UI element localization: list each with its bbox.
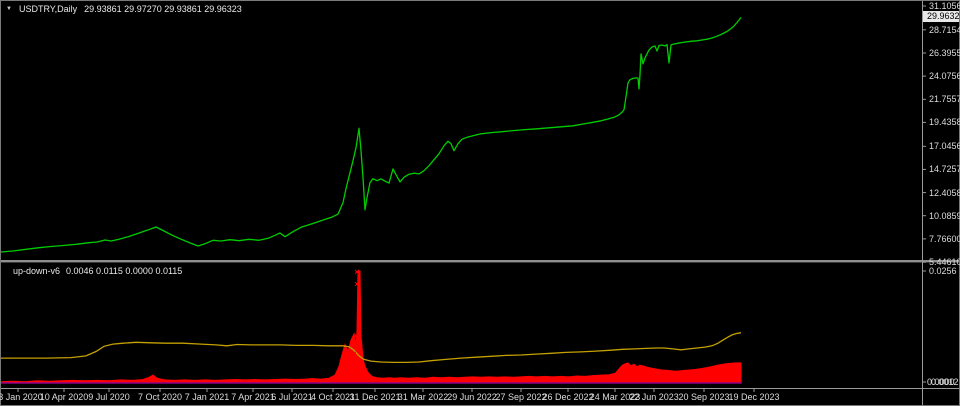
indicator-header: up-down-v6 0.0046 0.0115 0.0000 0.0115 xyxy=(13,266,182,276)
date-label: 4 Oct 2021 xyxy=(310,392,356,402)
indicator-histogram xyxy=(0,270,742,384)
date-label: 20 Sep 2023 xyxy=(678,392,730,402)
signal-line xyxy=(1,332,742,364)
price-scale-label: 21.75570 xyxy=(929,94,960,105)
main-chart-area[interactable] xyxy=(1,1,922,260)
price-axis[interactable]: 29.96323 31.10560 28.71540 26.39550 24.0756… xyxy=(922,0,960,406)
date-label: 9 Jul 2020 xyxy=(88,392,130,402)
price-scale-label: 24.07560 xyxy=(929,71,960,82)
ohlc-values: 29.93861 29.97270 29.93861 29.96323 xyxy=(84,4,242,14)
sell-marker-icon: × xyxy=(354,279,359,289)
date-label: 10 Apr 2020 xyxy=(39,392,89,402)
current-price-box: 29.96323 xyxy=(923,11,960,23)
date-label: 22 Jun 2023 xyxy=(629,392,679,402)
price-scale-label: 19.43580 xyxy=(929,117,960,128)
sell-marker-icon: × xyxy=(351,349,356,359)
indicator-values: 0.0046 0.0115 0.0000 0.0115 xyxy=(66,266,183,276)
price-line xyxy=(0,17,742,253)
price-scale-label: 14.72570 xyxy=(929,164,960,175)
price-scale-label: 17.04560 xyxy=(929,141,960,152)
price-scale-label: 26.39550 xyxy=(929,47,960,58)
indicator-scale-label: 0.0000 xyxy=(927,377,955,387)
pane-splitter-shadow xyxy=(0,262,960,263)
date-label: 19 Dec 2023 xyxy=(728,392,780,402)
price-scale-label: 7.76600 xyxy=(929,233,960,244)
pane-splitter[interactable] xyxy=(0,260,960,262)
date-label: 31 Mar 2022 xyxy=(397,392,449,402)
date-label: 13 Jan 2020 xyxy=(0,392,43,402)
indicator-chart-area[interactable] xyxy=(1,263,922,388)
price-scale-label: 28.71540 xyxy=(929,24,960,35)
chart-header: ▼ USDTRY,Daily 29.93861 29.97270 29.9386… xyxy=(6,4,242,14)
price-scale-label: 12.40580 xyxy=(929,187,960,198)
sell-marker-icon: × xyxy=(353,331,358,341)
date-label: 7 Oct 2020 xyxy=(137,392,183,402)
date-label: 7 Apr 2021 xyxy=(231,392,275,402)
price-scale-label: 5.44610 xyxy=(929,257,960,267)
indicator-scale-label: 0.0012 xyxy=(931,377,959,387)
date-label: 24 Mar 2023 xyxy=(589,392,641,402)
sell-marker-icon: × xyxy=(354,267,359,277)
price-scale-label: 10.08590 xyxy=(929,210,960,221)
symbol-dropdown-icon[interactable]: ▼ xyxy=(6,5,12,12)
price-scale-label: 31.10560 xyxy=(929,1,960,11)
date-label: 6 Jul 2021 xyxy=(271,392,313,402)
date-label: 26 Dec 2022 xyxy=(542,392,594,402)
date-label: 29 Jun 2022 xyxy=(447,392,497,402)
date-label: 7 Jan 2021 xyxy=(184,392,230,402)
date-label: 31 Dec 2021 xyxy=(349,392,401,402)
indicator-name: up-down-v6 xyxy=(13,266,61,276)
date-label: 27 Sep 2022 xyxy=(495,392,547,402)
indicator-scale-label: 0.0256 xyxy=(929,266,957,276)
symbol-period-label: USDTRY,Daily xyxy=(18,4,78,14)
